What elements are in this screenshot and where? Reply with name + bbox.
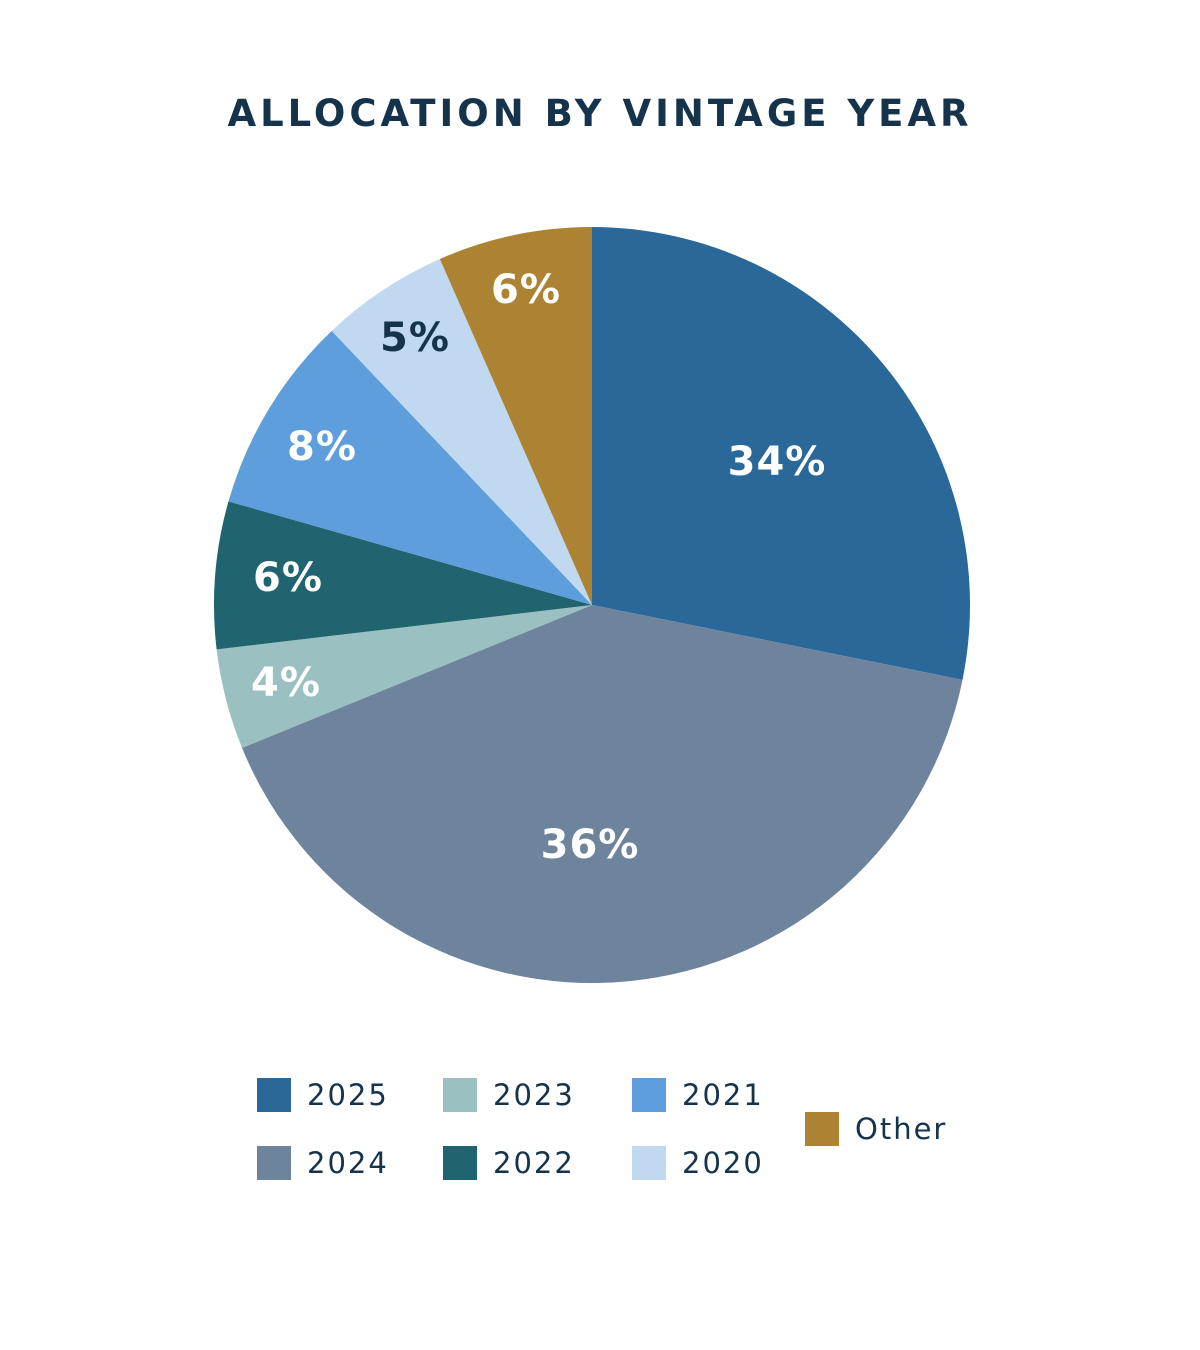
- legend-swatch: [632, 1146, 666, 1180]
- legend-swatch: [443, 1146, 477, 1180]
- data-label-2023: 4%: [251, 660, 321, 706]
- pie-slice-2022: [214, 501, 593, 650]
- legend-label: 2021: [682, 1078, 764, 1112]
- legend-swatch: [257, 1146, 291, 1180]
- data-label-2021: 8%: [287, 424, 357, 470]
- data-label-2022: 6%: [253, 555, 323, 601]
- data-label-other: 6%: [491, 267, 561, 313]
- legend-item-2022: 2022: [443, 1146, 575, 1180]
- legend-label: 2022: [493, 1146, 575, 1180]
- legend-item-2024: 2024: [257, 1146, 389, 1180]
- pie-slice-other: [439, 227, 592, 605]
- pie-slice-2020: [331, 258, 592, 605]
- legend-swatch: [443, 1078, 477, 1112]
- data-label-2020: 5%: [380, 315, 450, 361]
- data-label-2024: 36%: [541, 822, 640, 868]
- pie-slice-2024: [242, 605, 963, 983]
- legend-item-2025: 2025: [257, 1078, 389, 1112]
- legend-label: Other: [855, 1112, 948, 1146]
- legend-item-other: Other: [805, 1112, 947, 1146]
- legend-label: 2024: [307, 1146, 389, 1180]
- legend-swatch: [632, 1078, 666, 1112]
- pie-slice-2025: [592, 227, 970, 680]
- pie-slice-2021: [228, 330, 593, 605]
- legend-item-2020: 2020: [632, 1146, 764, 1180]
- legend-swatch: [257, 1078, 291, 1112]
- legend-label: 2023: [493, 1078, 575, 1112]
- chart-title: ALLOCATION BY VINTAGE YEAR: [227, 92, 973, 135]
- legend-item-2023: 2023: [443, 1078, 575, 1112]
- legend-item-2021: 2021: [632, 1078, 764, 1112]
- pie-slice-2023: [216, 605, 592, 748]
- data-label-2025: 34%: [728, 439, 827, 485]
- legend-label: 2020: [682, 1146, 764, 1180]
- legend-swatch: [805, 1112, 839, 1146]
- legend-label: 2025: [307, 1078, 389, 1112]
